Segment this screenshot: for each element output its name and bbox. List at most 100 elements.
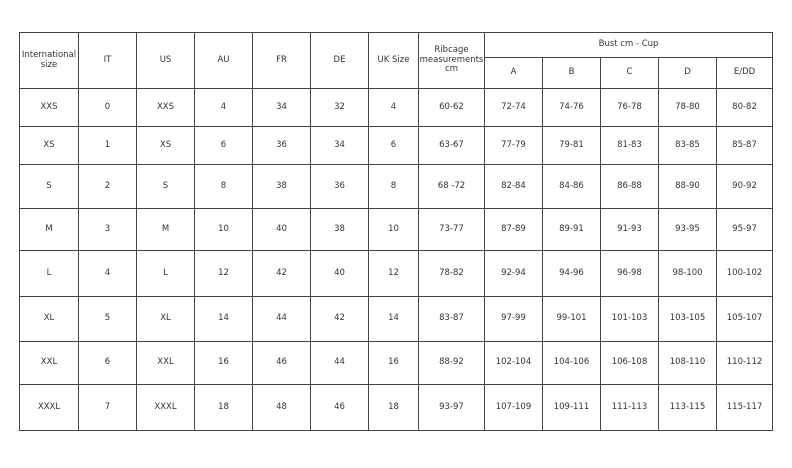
table-cell: 85-87 — [715, 126, 774, 165]
table-cell: 10 — [368, 208, 419, 251]
table-cell: XXL — [136, 341, 195, 385]
header-cup-c: C — [600, 57, 659, 89]
table-row: XS 1 XS 6 36 34 6 63-67 77-79 79-81 81-83 83-85 85-8… — [19, 126, 774, 165]
table-row: S 2 S 8 38 36 8 68 -72 82-84 84-86 86-88 88-90 90-92 — [19, 164, 774, 209]
table-row: XXS 0 XXS 4 34 32 4 60-62 72-74 74-76 76-78 78-80 80… — [19, 88, 774, 127]
size-chart-table: International size IT US AU FR DE UK Siz… — [19, 32, 774, 431]
table-cell: 78-80 — [658, 88, 717, 127]
table-cell: 12 — [368, 250, 419, 297]
table-cell: XL — [136, 296, 195, 342]
table-cell: 42 — [310, 296, 369, 342]
table-cell: XS — [19, 126, 79, 165]
table-cell: 16 — [368, 341, 419, 385]
table-cell: S — [136, 164, 195, 209]
table-cell: 10 — [194, 208, 253, 251]
table-cell: 2 — [78, 164, 137, 209]
table-cell: 38 — [310, 208, 369, 251]
header-ribcage: Ribcage measurements cm — [418, 32, 485, 89]
table-cell: 100-102 — [715, 250, 774, 297]
header-cup-e-dd: E/DD — [715, 57, 774, 89]
header-cup-d: D — [658, 57, 717, 89]
table-cell: XXS — [136, 88, 195, 127]
table-cell: 108-110 — [658, 341, 717, 385]
table-cell: 97-99 — [484, 296, 543, 342]
header-cup-b: B — [542, 57, 601, 89]
table-cell: 74-76 — [542, 88, 601, 127]
table-row: XL 5 XL 14 44 42 14 83-87 97-99 99-101 101-103 103-… — [19, 296, 774, 342]
table-cell: 73-77 — [418, 208, 485, 251]
table-cell: 18 — [368, 384, 419, 431]
table-cell: 93-97 — [418, 384, 485, 431]
table-cell: 87-89 — [484, 208, 543, 251]
table-cell: 79-81 — [542, 126, 601, 165]
table-cell: 81-83 — [600, 126, 659, 165]
header-bust-cup: Bust cm - Cup — [483, 32, 774, 58]
table-cell: 44 — [310, 341, 369, 385]
header-uk-size: UK Size — [368, 32, 419, 89]
table-cell: 0 — [78, 88, 137, 127]
table-cell: 99-101 — [542, 296, 601, 342]
table-cell: 106-108 — [600, 341, 659, 385]
header-international-size: International size — [19, 32, 79, 89]
table-cell: 8 — [194, 164, 253, 209]
table-cell: 6 — [78, 341, 137, 385]
table-cell: 89-91 — [542, 208, 601, 251]
header-de: DE — [310, 32, 369, 89]
table-cell: XXXL — [19, 384, 79, 431]
table-cell: 36 — [310, 164, 369, 209]
table-cell: 7 — [78, 384, 137, 431]
table-cell: XXXL — [136, 384, 195, 431]
table-row: L 4 L 12 42 40 12 78-82 92-94 94-96 96-98 98-100 100… — [19, 250, 774, 297]
table-cell: 102-104 — [484, 341, 543, 385]
table-cell: 3 — [78, 208, 137, 251]
table-cell: 34 — [310, 126, 369, 165]
table-cell: 34 — [252, 88, 311, 127]
table-cell: 91-93 — [600, 208, 659, 251]
table-cell: 98-100 — [658, 250, 717, 297]
table-cell: 4 — [78, 250, 137, 297]
table-cell: 72-74 — [484, 88, 543, 127]
table-cell: 63-67 — [418, 126, 485, 165]
table-cell: 86-88 — [600, 164, 659, 209]
table-cell: 80-82 — [715, 88, 774, 127]
table-cell: 76-78 — [600, 88, 659, 127]
table-cell: 101-103 — [600, 296, 659, 342]
table-cell: 93-95 — [658, 208, 717, 251]
table-cell: 77-79 — [484, 126, 543, 165]
table-cell: 96-98 — [600, 250, 659, 297]
table-cell: 88-92 — [418, 341, 485, 385]
table-cell: 83-85 — [658, 126, 717, 165]
table-cell: 60-62 — [418, 88, 485, 127]
table-cell: 104-106 — [542, 341, 601, 385]
table-cell: 115-117 — [715, 384, 774, 431]
table-cell: L — [19, 250, 79, 297]
table-cell: XL — [19, 296, 79, 342]
table-cell: 94-96 — [542, 250, 601, 297]
table-cell: 95-97 — [715, 208, 774, 251]
table-cell: 6 — [368, 126, 419, 165]
table-cell: M — [19, 208, 79, 251]
table-cell: 110-112 — [715, 341, 774, 385]
table-cell: 36 — [252, 126, 311, 165]
table-cell: 4 — [368, 88, 419, 127]
table-cell: 16 — [194, 341, 253, 385]
table-cell: 90-92 — [715, 164, 774, 209]
table-cell: S — [19, 164, 79, 209]
header-it: IT — [78, 32, 137, 89]
table-cell: 46 — [310, 384, 369, 431]
table-cell: 83-87 — [418, 296, 485, 342]
table-cell: 5 — [78, 296, 137, 342]
table-cell: 40 — [252, 208, 311, 251]
table-cell: 109-111 — [542, 384, 601, 431]
table-row: XXXL 7 XXXL 18 48 46 18 93-97 107-109 109-111 111-… — [19, 384, 774, 431]
table-cell: 6 — [194, 126, 253, 165]
table-cell: 14 — [368, 296, 419, 342]
table-row: M 3 M 10 40 38 10 73-77 87-89 89-91 91-93 93-95 95-9… — [19, 208, 774, 251]
table-cell: XXS — [19, 88, 79, 127]
table-cell: XXL — [19, 341, 79, 385]
table-cell: 105-107 — [715, 296, 774, 342]
table-cell: 68 -72 — [418, 164, 485, 209]
table-cell: 48 — [252, 384, 311, 431]
table-row: XXL 6 XXL 16 46 44 16 88-92 102-104 104-106 106-10… — [19, 341, 774, 385]
table-cell: 107-109 — [484, 384, 543, 431]
